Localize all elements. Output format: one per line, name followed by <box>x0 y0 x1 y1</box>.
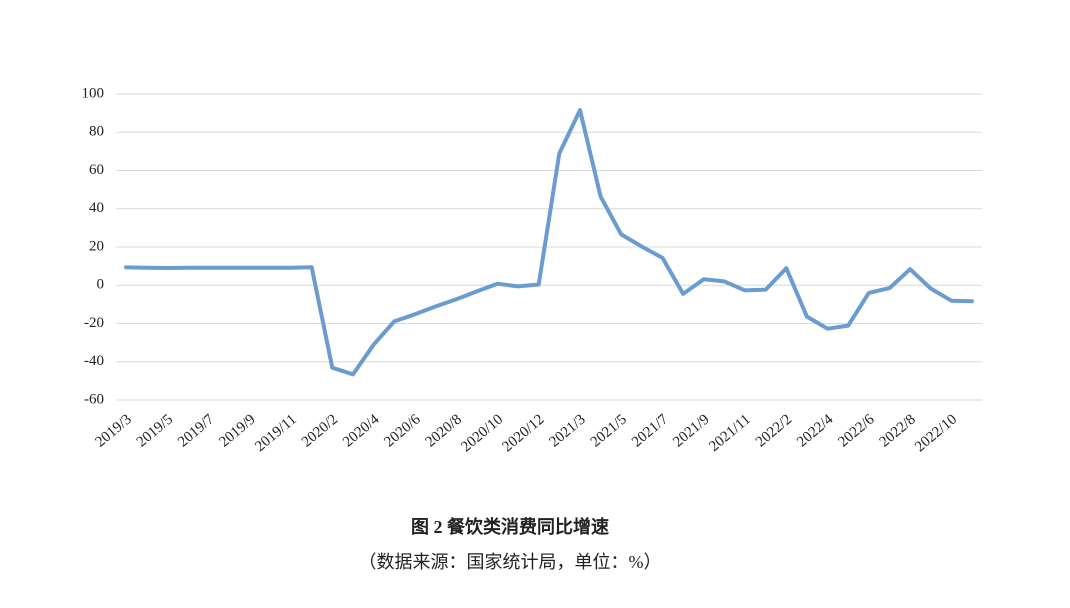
x-tick-label: 2020/2 <box>299 411 341 450</box>
y-tick-label: 100 <box>82 85 105 101</box>
y-tick-label: 60 <box>89 162 104 178</box>
x-tick-label: 2022/2 <box>753 411 795 450</box>
x-tick-label: 2019/3 <box>93 411 135 450</box>
x-tick-label: 2022/4 <box>794 411 837 450</box>
x-tick-label: 2022/10 <box>912 411 960 455</box>
x-tick-label: 2019/9 <box>216 411 258 450</box>
x-tick-label: 2021/3 <box>547 411 589 450</box>
x-tick-label: 2022/6 <box>835 411 878 450</box>
chart-subtitle: （数据来源：国家统计局，单位：%） <box>359 552 662 572</box>
y-tick-label: 0 <box>97 277 105 293</box>
y-tick-label: 80 <box>89 124 104 140</box>
x-tick-label: 2020/12 <box>500 411 548 455</box>
x-tick-label: 2020/4 <box>340 411 383 450</box>
data-line <box>124 108 974 377</box>
x-tick-label: 2021/9 <box>670 411 712 450</box>
x-tick-label: 2021/5 <box>588 411 630 450</box>
chart-title: 图 2 餐饮类消费同比增速 <box>411 516 609 537</box>
x-tick-label: 2019/5 <box>134 411 176 450</box>
y-tick-label: 20 <box>89 238 104 254</box>
x-tick-label: 2020/10 <box>458 411 506 455</box>
x-tick-label: 2019/7 <box>175 411 218 450</box>
x-tick-label: 2021/7 <box>629 411 672 450</box>
x-tick-label: 2021/11 <box>706 411 754 455</box>
y-tick-label: -40 <box>84 353 104 369</box>
x-tick-label: 2019/11 <box>252 411 300 455</box>
y-tick-label: -20 <box>84 315 104 331</box>
y-tick-label: -60 <box>84 391 104 407</box>
y-tick-label: 40 <box>89 200 104 216</box>
x-tick-label: 2020/6 <box>381 411 424 450</box>
